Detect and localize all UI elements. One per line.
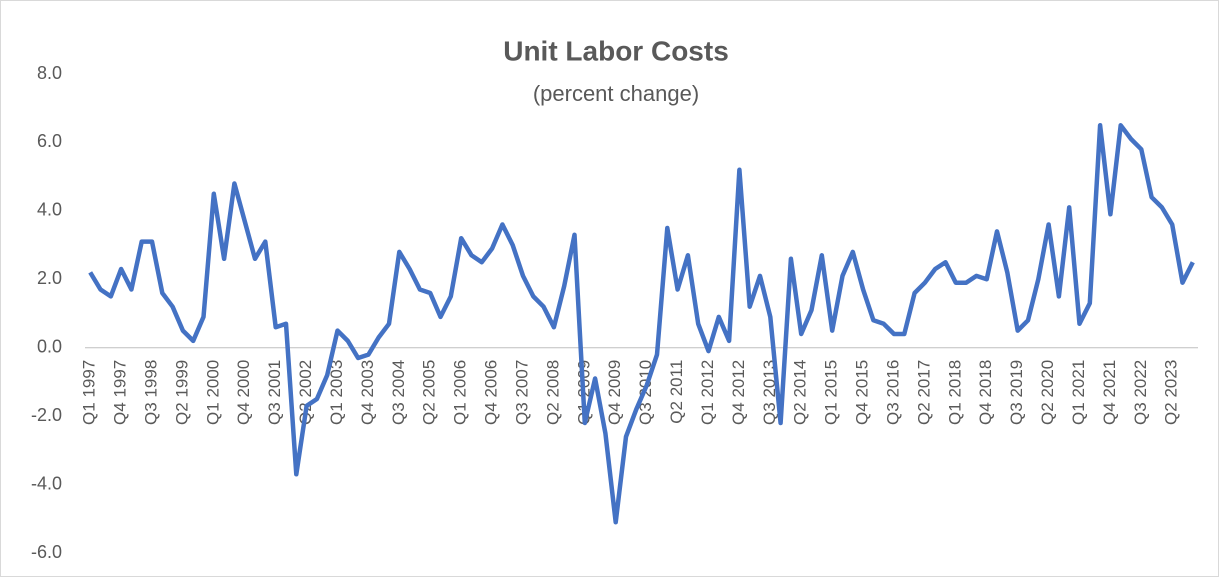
x-tick-label: Q1 2000 xyxy=(203,360,222,425)
x-tick-label: Q3 2022 xyxy=(1131,360,1150,425)
x-tick-label: Q2 2002 xyxy=(296,360,315,425)
x-tick-label: Q4 2006 xyxy=(482,360,501,425)
y-tick-label: -4.0 xyxy=(31,473,62,493)
x-tick-label: Q3 2007 xyxy=(512,360,531,425)
x-tick-label: Q4 2021 xyxy=(1100,360,1119,425)
x-tick-label: Q2 2020 xyxy=(1038,360,1057,425)
x-tick-label: Q1 2003 xyxy=(327,360,346,425)
x-tick-label: Q2 2011 xyxy=(667,360,686,424)
x-tick-label: Q4 2000 xyxy=(234,360,253,425)
chart-title: Unit Labor Costs xyxy=(503,35,729,66)
x-tick-label: Q2 2023 xyxy=(1162,360,1181,425)
x-tick-label: Q2 2017 xyxy=(914,360,933,425)
x-tick-label: Q3 2004 xyxy=(389,360,408,425)
data-line xyxy=(88,123,1195,525)
x-tick-label: Q4 2009 xyxy=(605,360,624,425)
x-tick-label: Q4 1997 xyxy=(111,360,130,425)
x-tick-label: Q1 2012 xyxy=(698,360,717,425)
x-tick-label: Q1 2021 xyxy=(1069,360,1088,425)
x-tick-label: Q1 2018 xyxy=(945,360,964,425)
x-tick-label: Q4 2003 xyxy=(358,360,377,425)
x-tick-label: Q4 2012 xyxy=(729,360,748,425)
y-tick-label: -2.0 xyxy=(31,405,62,425)
y-tick-label: 8.0 xyxy=(37,63,62,83)
x-tick-label: Q3 2001 xyxy=(265,360,284,425)
x-tick-label: Q3 1998 xyxy=(141,360,160,425)
x-tick-label: Q2 2014 xyxy=(791,360,810,425)
x-tick-label: Q1 1997 xyxy=(80,360,99,425)
y-tick-label: -6.0 xyxy=(31,542,62,562)
y-tick-label: 6.0 xyxy=(37,131,62,151)
x-tick-label: Q3 2019 xyxy=(1007,360,1026,425)
x-tick-label: Q1 2006 xyxy=(451,360,470,425)
x-tick-label: Q3 2016 xyxy=(883,360,902,425)
x-tick-label: Q4 2018 xyxy=(976,360,995,425)
y-tick-label: 4.0 xyxy=(37,200,62,220)
x-tick-label: Q2 1999 xyxy=(172,360,191,425)
x-tick-label: Q4 2015 xyxy=(853,360,872,425)
chart-subtitle: (percent change) xyxy=(533,81,699,106)
x-tick-label: Q2 2008 xyxy=(543,360,562,425)
x-tick-label: Q1 2015 xyxy=(822,360,841,425)
x-tick-label: Q2 2005 xyxy=(420,360,439,425)
y-tick-label: 0.0 xyxy=(37,336,62,356)
y-tick-label: 2.0 xyxy=(37,268,62,288)
